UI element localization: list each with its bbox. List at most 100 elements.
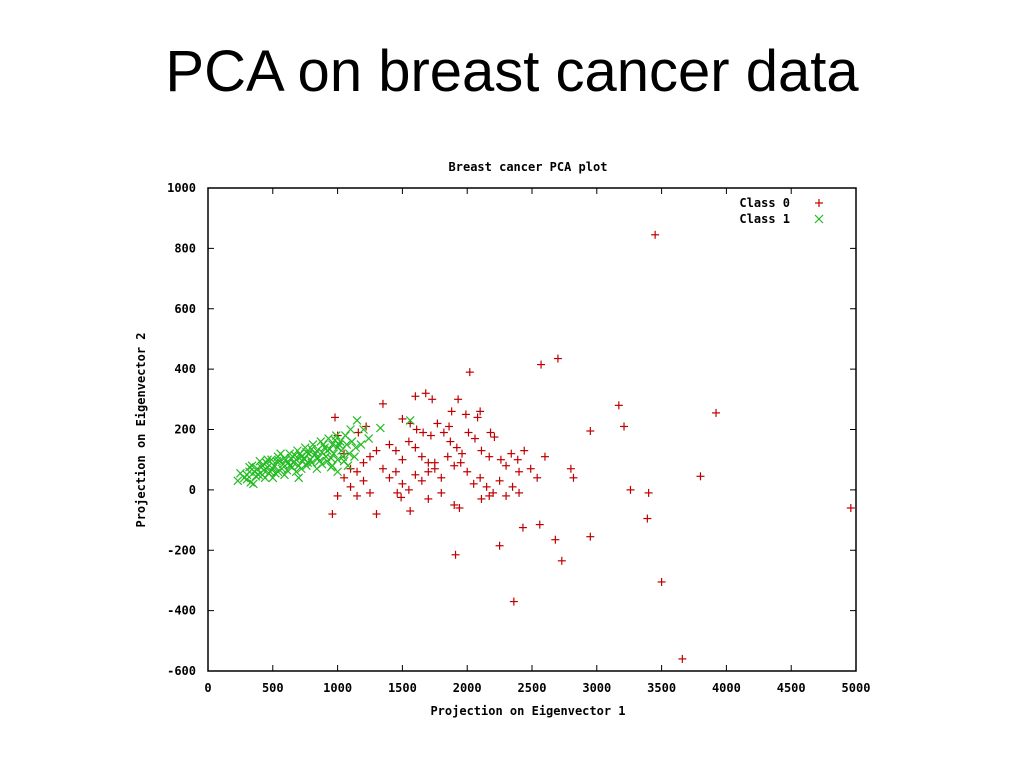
data-point (502, 461, 511, 470)
data-point (502, 491, 511, 500)
data-point (391, 446, 400, 455)
x-tick-label: 2500 (518, 681, 547, 695)
data-point (515, 488, 524, 497)
data-point (406, 507, 415, 516)
legend-marker (815, 199, 823, 207)
data-point (353, 491, 362, 500)
data-point (248, 479, 258, 489)
data-point (526, 464, 535, 473)
data-point (458, 449, 467, 458)
data-point (537, 360, 546, 369)
data-point (485, 491, 494, 500)
data-point (533, 473, 542, 482)
data-point (246, 477, 256, 487)
data-point (469, 479, 478, 488)
data-point (350, 452, 359, 462)
data-point (446, 437, 455, 446)
x-tick-label: 0 (204, 681, 211, 695)
data-point (398, 414, 407, 423)
data-point (347, 437, 357, 446)
data-point (520, 446, 529, 455)
data-point (233, 476, 243, 486)
legend-label: Class 0 (739, 196, 790, 210)
data-point (333, 491, 342, 500)
data-point (322, 446, 332, 456)
data-point (485, 452, 494, 461)
data-point (353, 467, 362, 476)
data-point (346, 425, 355, 434)
data-point (614, 401, 623, 410)
y-tick-label: 800 (174, 241, 196, 255)
data-point (242, 474, 252, 484)
data-point (473, 413, 482, 422)
data-point (302, 461, 311, 471)
y-tick-label: -200 (167, 543, 196, 557)
data-point (490, 433, 499, 442)
data-point (846, 503, 855, 512)
data-point (378, 464, 387, 473)
data-point (313, 453, 323, 463)
data-point (424, 494, 433, 503)
x-tick-label: 5000 (842, 681, 871, 695)
data-point (643, 514, 652, 523)
data-point (470, 434, 479, 443)
data-point (280, 470, 289, 480)
data-point (263, 455, 273, 465)
data-point (375, 423, 385, 433)
data-point (366, 452, 374, 461)
data-points (233, 230, 855, 663)
data-point (496, 455, 505, 464)
data-point (586, 532, 595, 541)
data-point (268, 464, 278, 474)
data-point (456, 458, 465, 467)
data-point (447, 407, 456, 416)
data-point (477, 446, 486, 455)
data-point (398, 455, 407, 464)
data-point (509, 597, 518, 606)
data-point (535, 520, 544, 529)
data-point (437, 488, 446, 497)
data-point (421, 389, 430, 398)
data-point (286, 453, 296, 463)
data-point (359, 458, 368, 467)
data-point (424, 467, 433, 476)
data-point (294, 473, 304, 483)
data-point (495, 541, 504, 550)
data-point (247, 461, 257, 471)
data-point (476, 407, 485, 416)
x-axis-label: Projection on Eigenvector 1 (430, 704, 625, 718)
data-point (476, 473, 485, 482)
data-point (678, 654, 687, 663)
data-point (268, 473, 278, 483)
data-point (398, 479, 407, 488)
data-point (452, 443, 461, 452)
data-point (352, 416, 362, 425)
data-point (364, 434, 374, 443)
data-point (454, 395, 463, 404)
y-tick-label: 600 (174, 302, 196, 316)
data-point (372, 510, 381, 519)
legend-marker (814, 214, 824, 224)
data-point (455, 503, 464, 512)
x-tick-label: 4500 (777, 681, 806, 695)
x-tick-label: 4000 (712, 681, 741, 695)
y-tick-label: -600 (167, 664, 196, 678)
data-point (282, 465, 292, 475)
data-point (513, 455, 522, 464)
data-point (465, 368, 474, 377)
data-point (451, 550, 460, 559)
data-point (463, 467, 472, 476)
data-point (333, 467, 343, 477)
data-point (433, 419, 442, 428)
data-point (405, 416, 415, 425)
data-point (417, 476, 426, 485)
data-point (307, 458, 317, 468)
data-point (651, 230, 660, 239)
data-point (250, 467, 260, 477)
data-point (482, 482, 491, 491)
data-point (450, 461, 459, 470)
data-point (450, 500, 459, 509)
data-point (417, 452, 426, 461)
data-point (393, 488, 402, 497)
